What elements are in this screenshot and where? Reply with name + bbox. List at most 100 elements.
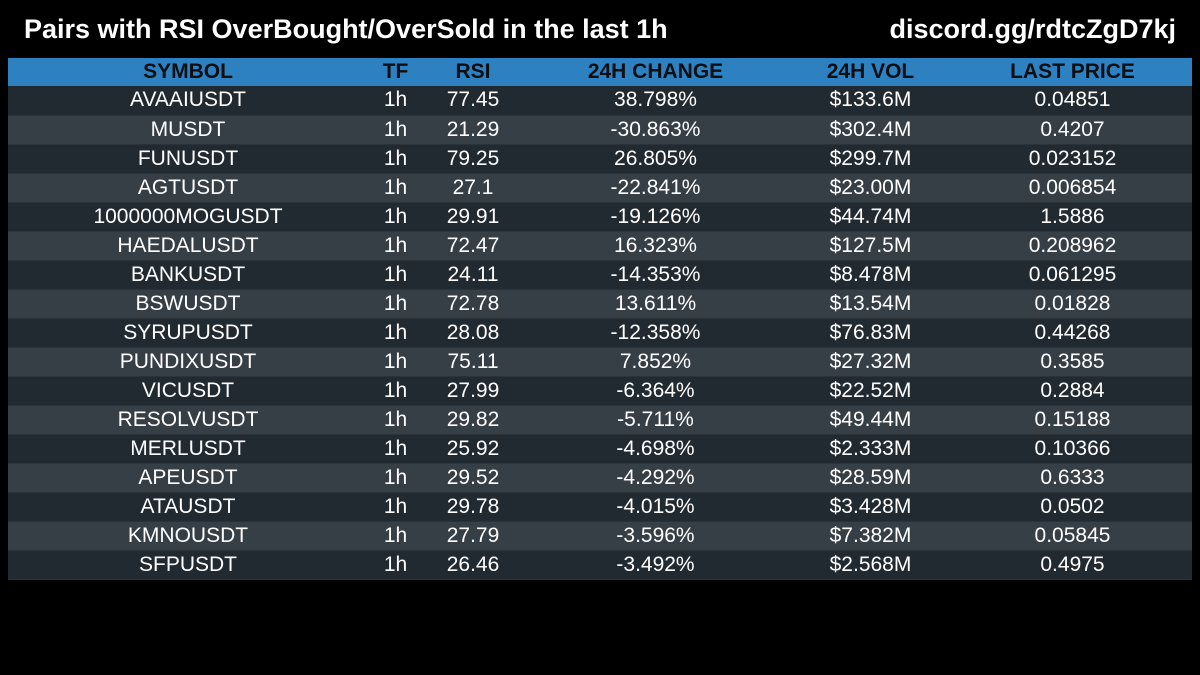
cell-tf: 1h	[368, 231, 423, 261]
cell-tf: 1h	[368, 434, 423, 464]
cell-24h-vol: $3.428M	[788, 492, 953, 522]
column-header-symbol[interactable]: SYMBOL	[8, 58, 368, 86]
cell-24h-vol: $13.54M	[788, 289, 953, 319]
table-row: AVAAIUSDT 1h 77.45 38.798% $133.6M 0.04851	[8, 86, 1192, 116]
cell-24h-change: -5.711%	[523, 405, 788, 435]
cell-last-price: 0.006854	[953, 173, 1192, 203]
cell-symbol: FUNUSDT	[8, 144, 368, 174]
cell-symbol: AGTUSDT	[8, 173, 368, 203]
cell-symbol: KMNOUSDT	[8, 521, 368, 551]
cell-24h-change: 13.611%	[523, 289, 788, 319]
cell-last-price: 0.061295	[953, 260, 1192, 290]
table-header: SYMBOL TF RSI 24H CHANGE 24H VOL LAST PR…	[8, 58, 1192, 86]
table-row: KMNOUSDT 1h 27.79 -3.596% $7.382M 0.05845	[8, 521, 1192, 551]
cell-rsi: 26.46	[423, 550, 523, 580]
cell-rsi: 29.91	[423, 202, 523, 232]
table-row: MUSDT 1h 21.29 -30.863% $302.4M 0.4207	[8, 115, 1192, 145]
table-row: BSWUSDT 1h 72.78 13.611% $13.54M 0.01828	[8, 289, 1192, 319]
cell-24h-vol: $2.333M	[788, 434, 953, 464]
header-row: SYMBOL TF RSI 24H CHANGE 24H VOL LAST PR…	[8, 58, 1192, 86]
cell-tf: 1h	[368, 550, 423, 580]
cell-24h-vol: $49.44M	[788, 405, 953, 435]
column-header-rsi[interactable]: RSI	[423, 58, 523, 86]
cell-tf: 1h	[368, 492, 423, 522]
cell-24h-change: -22.841%	[523, 173, 788, 203]
table-row: BANKUSDT 1h 24.11 -14.353% $8.478M 0.061295	[8, 260, 1192, 290]
table-body: AVAAIUSDT 1h 77.45 38.798% $133.6M 0.04851 MUS…	[8, 86, 1192, 580]
cell-rsi: 29.52	[423, 463, 523, 493]
cell-24h-vol: $28.59M	[788, 463, 953, 493]
cell-last-price: 0.4207	[953, 115, 1192, 145]
cell-24h-vol: $76.83M	[788, 318, 953, 348]
cell-last-price: 0.01828	[953, 289, 1192, 319]
cell-symbol: PUNDIXUSDT	[8, 347, 368, 377]
cell-rsi: 29.78	[423, 492, 523, 522]
cell-rsi: 24.11	[423, 260, 523, 290]
table-row: HAEDALUSDT 1h 72.47 16.323% $127.5M 0.208962	[8, 231, 1192, 261]
cell-24h-vol: $302.4M	[788, 115, 953, 145]
cell-rsi: 27.99	[423, 376, 523, 406]
cell-last-price: 0.3585	[953, 347, 1192, 377]
cell-symbol: 1000000MOGUSDT	[8, 202, 368, 232]
page-header: Pairs with RSI OverBought/OverSold in th…	[0, 0, 1200, 58]
cell-rsi: 27.1	[423, 173, 523, 203]
cell-tf: 1h	[368, 318, 423, 348]
cell-symbol: MUSDT	[8, 115, 368, 145]
cell-symbol: SYRUPUSDT	[8, 318, 368, 348]
cell-rsi: 27.79	[423, 521, 523, 551]
table-row: 1000000MOGUSDT 1h 29.91 -19.126% $44.74M 1.58…	[8, 202, 1192, 232]
cell-tf: 1h	[368, 376, 423, 406]
cell-rsi: 21.29	[423, 115, 523, 145]
cell-24h-change: -19.126%	[523, 202, 788, 232]
cell-symbol: ATAUSDT	[8, 492, 368, 522]
cell-tf: 1h	[368, 86, 423, 116]
cell-24h-change: -14.353%	[523, 260, 788, 290]
cell-rsi: 25.92	[423, 434, 523, 464]
cell-last-price: 0.15188	[953, 405, 1192, 435]
cell-24h-change: -12.358%	[523, 318, 788, 348]
column-header-tf[interactable]: TF	[368, 58, 423, 86]
cell-24h-change: -3.492%	[523, 550, 788, 580]
cell-24h-change: -4.015%	[523, 492, 788, 522]
column-header-last-price[interactable]: LAST PRICE	[953, 58, 1192, 86]
cell-24h-change: -6.364%	[523, 376, 788, 406]
table-row: MERLUSDT 1h 25.92 -4.698% $2.333M 0.10366	[8, 434, 1192, 464]
cell-last-price: 0.0502	[953, 492, 1192, 522]
cell-symbol: SFPUSDT	[8, 550, 368, 580]
cell-last-price: 0.4975	[953, 550, 1192, 580]
cell-rsi: 77.45	[423, 86, 523, 116]
cell-last-price: 0.44268	[953, 318, 1192, 348]
table-row: AGTUSDT 1h 27.1 -22.841% $23.00M 0.006854	[8, 173, 1192, 203]
cell-tf: 1h	[368, 347, 423, 377]
cell-24h-change: -30.863%	[523, 115, 788, 145]
cell-last-price: 0.10366	[953, 434, 1192, 464]
cell-last-price: 0.208962	[953, 231, 1192, 261]
cell-24h-vol: $22.52M	[788, 376, 953, 406]
cell-last-price: 0.05845	[953, 521, 1192, 551]
cell-24h-vol: $27.32M	[788, 347, 953, 377]
column-header-24h-vol[interactable]: 24H VOL	[788, 58, 953, 86]
table-row: SFPUSDT 1h 26.46 -3.492% $2.568M 0.4975	[8, 550, 1192, 580]
table-row: PUNDIXUSDT 1h 75.11 7.852% $27.32M 0.3585	[8, 347, 1192, 377]
cell-symbol: HAEDALUSDT	[8, 231, 368, 261]
cell-last-price: 1.5886	[953, 202, 1192, 232]
cell-tf: 1h	[368, 289, 423, 319]
table-row: VICUSDT 1h 27.99 -6.364% $22.52M 0.2884	[8, 376, 1192, 406]
table-row: APEUSDT 1h 29.52 -4.292% $28.59M 0.6333	[8, 463, 1192, 493]
rsi-table: SYMBOL TF RSI 24H CHANGE 24H VOL LAST PR…	[8, 58, 1192, 580]
cell-symbol: VICUSDT	[8, 376, 368, 406]
cell-24h-vol: $2.568M	[788, 550, 953, 580]
cell-24h-change: 16.323%	[523, 231, 788, 261]
cell-symbol: RESOLVUSDT	[8, 405, 368, 435]
cell-rsi: 72.47	[423, 231, 523, 261]
cell-tf: 1h	[368, 202, 423, 232]
cell-symbol: BANKUSDT	[8, 260, 368, 290]
cell-24h-change: 38.798%	[523, 86, 788, 116]
column-header-24h-change[interactable]: 24H CHANGE	[523, 58, 788, 86]
discord-link[interactable]: discord.gg/rdtcZgD7kj	[889, 14, 1176, 44]
cell-last-price: 0.04851	[953, 86, 1192, 116]
table-row: FUNUSDT 1h 79.25 26.805% $299.7M 0.023152	[8, 144, 1192, 174]
cell-tf: 1h	[368, 115, 423, 145]
cell-24h-change: -4.292%	[523, 463, 788, 493]
cell-rsi: 72.78	[423, 289, 523, 319]
